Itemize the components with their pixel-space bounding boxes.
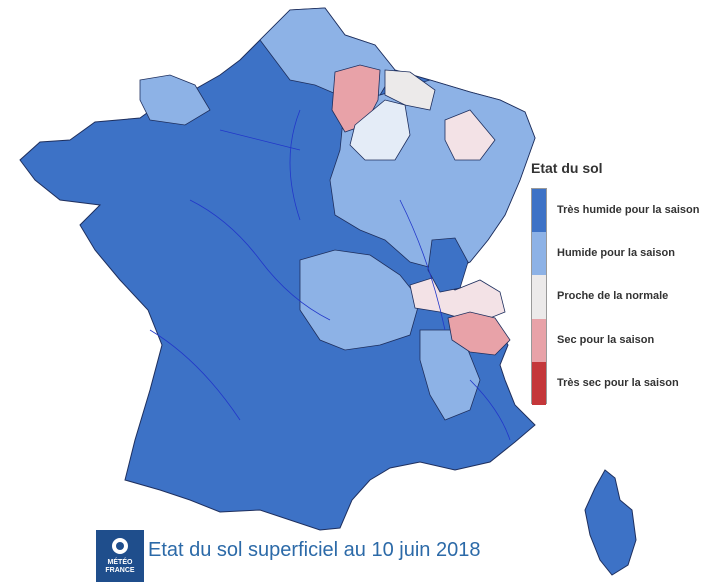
logo-line1: MÉTÉO — [107, 559, 133, 566]
logo-mark-icon — [112, 538, 128, 554]
region-haute-savoie — [447, 311, 511, 356]
meteo-france-logo: MÉTÉO FRANCE — [96, 530, 144, 582]
region-normandy-coast — [139, 74, 211, 126]
region-moselle — [384, 69, 436, 111]
legend-swatch-0 — [532, 189, 546, 233]
legend-label-4: Très sec pour la saison — [557, 377, 679, 389]
legend-label-1: Humide pour la saison — [557, 247, 675, 259]
region-alsace — [444, 109, 496, 161]
legend-label-2: Proche de la normale — [557, 290, 669, 302]
legend-label-3: Sec pour la saison — [557, 334, 655, 346]
logo-text: MÉTÉO FRANCE — [96, 559, 144, 575]
legend-swatch-1 — [532, 232, 546, 276]
legend-swatch-3 — [532, 318, 546, 362]
river — [149, 109, 511, 441]
legend-title: Etat du sol — [531, 160, 603, 176]
legend-swatch-2 — [532, 275, 546, 319]
legend-label-0: Très humide pour la saison — [557, 204, 700, 216]
legend-swatch-4 — [532, 361, 546, 405]
region-massif-central — [299, 249, 421, 351]
legend-color-bar — [531, 188, 547, 405]
region-lorraine-normal — [349, 99, 411, 161]
region-saone — [427, 237, 469, 293]
map-caption: Etat du sol superficiel au 10 juin 2018 — [148, 539, 481, 561]
logo-line2: FRANCE — [105, 567, 135, 574]
region-corse — [584, 469, 637, 576]
